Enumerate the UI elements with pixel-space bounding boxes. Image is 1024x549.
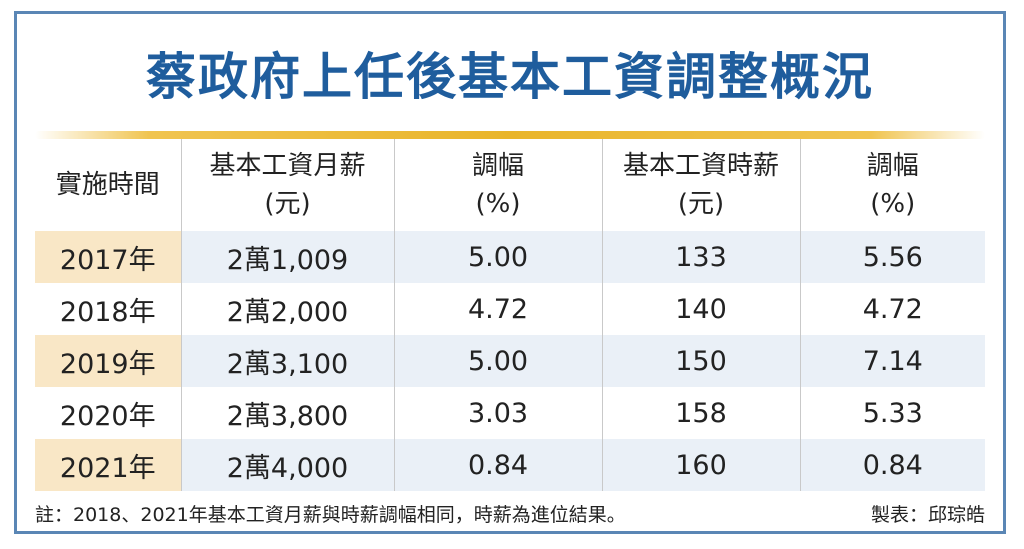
cell-hourly-change: 0.84 [799,439,985,491]
header-hourly-change-unit: (%) [870,189,916,219]
cell-hourly-wage: 160 [601,439,800,491]
cell-monthly-wage: 2萬2,000 [180,283,394,335]
header-monthly-change-label: 調幅 [471,151,524,181]
cell-monthly-wage: 2萬1,009 [180,231,394,283]
cell-hourly-change: 7.14 [799,335,985,387]
cell-monthly-wage: 2萬3,800 [180,387,394,439]
header-monthly-change-unit: (%) [475,189,521,219]
table-credit: 製表：邱琮皓 [870,504,985,526]
header-date-label: 實施時間 [55,170,160,200]
header-hourly-change-label: 調幅 [866,151,919,181]
table-header-row: 實施時間 基本工資月薪 (元) 調幅 (%) 基本工資時薪 (元) 調幅 (%) [35,139,985,231]
table-row: 2017年 2萬1,009 5.00 133 5.56 [35,231,985,283]
header-hourly-change: 調幅 (%) [799,139,985,231]
table-row: 2020年 2萬3,800 3.03 158 5.33 [35,387,985,439]
cell-hourly-change: 5.56 [799,231,985,283]
cell-monthly-change: 5.00 [393,231,602,283]
cell-monthly-wage: 2萬4,000 [180,439,394,491]
header-monthly-wage: 基本工資月薪 (元) [180,139,394,231]
cell-hourly-change: 4.72 [799,283,985,335]
infographic-frame: 蔡政府上任後基本工資調整概況 實施時間 基本工資月薪 (元) 調幅 (%) 基本… [14,11,1006,534]
table-row: 2019年 2萬3,100 5.00 150 7.14 [35,335,985,387]
table-row: 2018年 2萬2,000 4.72 140 4.72 [35,283,985,335]
cell-monthly-change: 4.72 [393,283,602,335]
footnote: 註：2018、2021年基本工資月薪與時薪調幅相同，時薪為進位結果。 [35,504,626,526]
table-row: 2021年 2萬4,000 0.84 160 0.84 [35,439,985,491]
cell-hourly-wage: 133 [601,231,800,283]
header-date: 實施時間 [35,139,181,231]
cell-hourly-change: 5.33 [799,387,985,439]
cell-year: 2018年 [59,296,156,328]
cell-monthly-change: 0.84 [393,439,602,491]
cell-monthly-change: 5.00 [393,335,602,387]
cell-year: 2021年 [35,439,181,491]
cell-hourly-wage: 158 [601,387,800,439]
header-hourly-wage-label: 基本工資時薪 [622,151,779,181]
cell-monthly-change: 3.03 [393,387,602,439]
cell-year: 2020年 [59,400,156,432]
cell-year: 2019年 [35,335,181,387]
header-monthly-wage-label: 基本工資月薪 [209,151,366,181]
header-monthly-change: 調幅 (%) [393,139,602,231]
title-divider [35,131,985,139]
page-title: 蔡政府上任後基本工資調整概況 [146,48,874,106]
cell-hourly-wage: 140 [601,283,800,335]
header-hourly-wage: 基本工資時薪 (元) [601,139,800,231]
cell-year: 2017年 [35,231,181,283]
wage-table: 實施時間 基本工資月薪 (元) 調幅 (%) 基本工資時薪 (元) 調幅 (%) [35,139,985,491]
cell-monthly-wage: 2萬3,100 [180,335,394,387]
header-monthly-wage-unit: (元) [264,189,311,219]
header-hourly-wage-unit: (元) [677,189,725,219]
footer: 註：2018、2021年基本工資月薪與時薪調幅相同，時薪為進位結果。 製表：邱琮… [35,501,985,529]
cell-hourly-wage: 150 [601,335,800,387]
